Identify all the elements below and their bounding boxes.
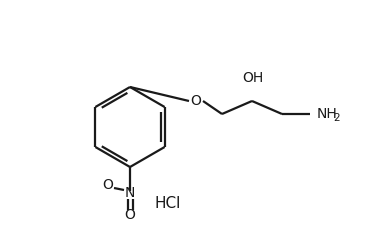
Text: O: O [124,208,135,222]
Text: O: O [191,94,202,108]
Text: 2: 2 [333,113,340,123]
Text: N: N [125,186,135,200]
Text: O: O [103,178,114,192]
Text: NH: NH [317,107,338,121]
Text: OH: OH [243,71,264,85]
Text: HCl: HCl [155,196,181,210]
